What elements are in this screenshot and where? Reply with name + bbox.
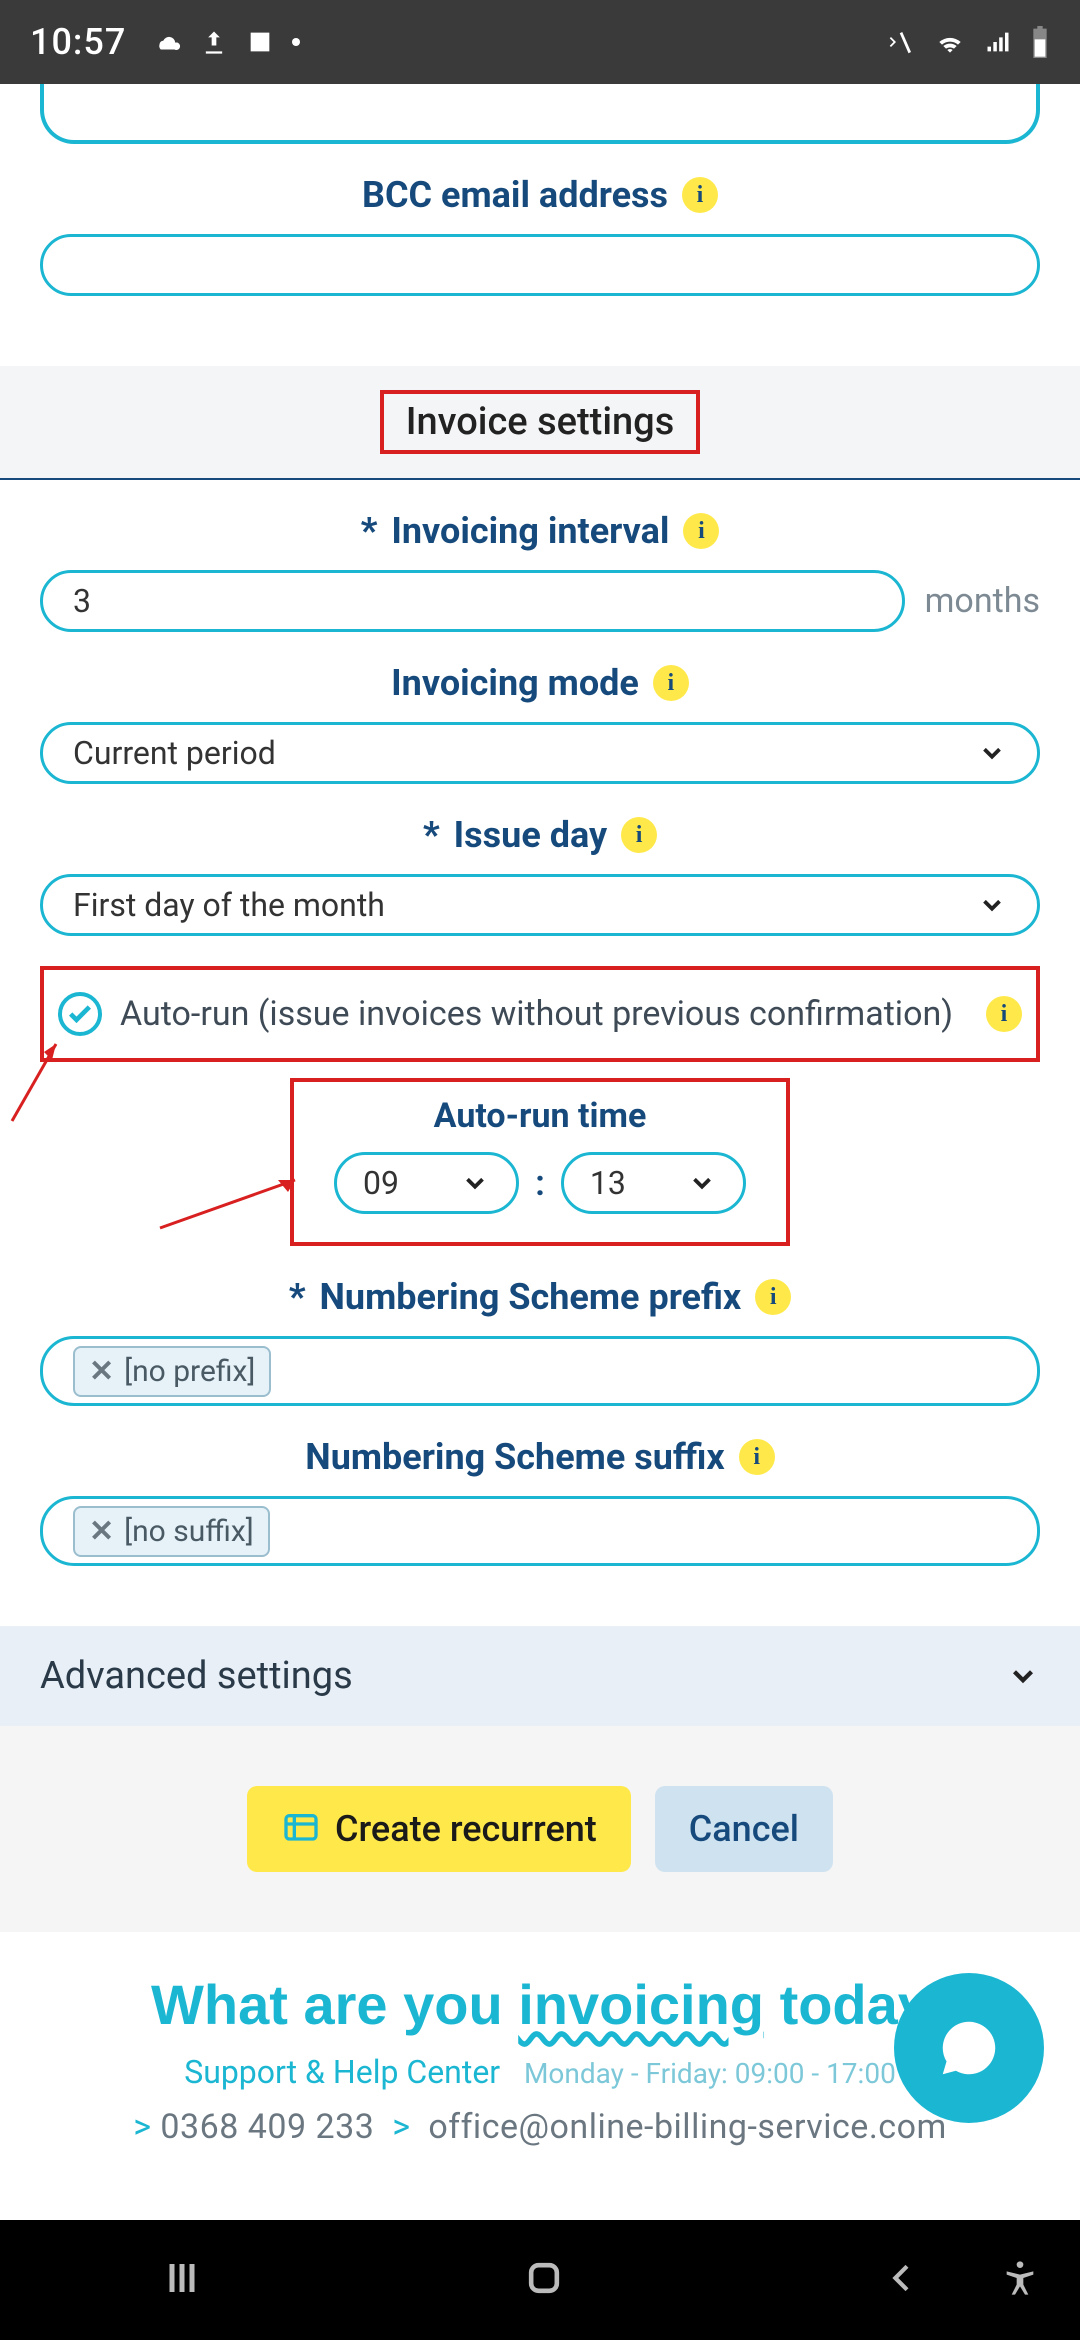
- info-icon[interactable]: i: [621, 817, 657, 853]
- wifi-icon: [934, 26, 966, 58]
- numbering-suffix-chip-text: [no suffix]: [124, 1514, 254, 1549]
- battery-icon: [1030, 26, 1050, 58]
- bcc-email-input[interactable]: [40, 234, 1040, 296]
- cancel-label: Cancel: [689, 1808, 799, 1850]
- info-icon[interactable]: i: [739, 1439, 775, 1475]
- previous-input-field[interactable]: [40, 84, 1040, 144]
- more-dot-icon: [292, 38, 300, 46]
- accessibility-button[interactable]: [1000, 2258, 1040, 2302]
- recents-button[interactable]: [158, 2254, 206, 2306]
- bcc-email-label-text: BCC email address: [362, 174, 668, 216]
- advanced-settings-label: Advanced settings: [40, 1654, 353, 1698]
- status-left-icons: [152, 27, 300, 57]
- chat-fab-button[interactable]: [894, 1973, 1044, 2123]
- invoicing-mode-select[interactable]: Current period: [40, 722, 1040, 784]
- invoicing-interval-unit: months: [925, 581, 1040, 621]
- caret-icon: >: [392, 2107, 410, 2147]
- action-row: Create recurrent Cancel: [0, 1726, 1080, 1932]
- info-icon[interactable]: i: [653, 665, 689, 701]
- footer-support-text[interactable]: Support & Help Center: [184, 2053, 500, 2091]
- numbering-prefix-input[interactable]: ✕ [no prefix]: [40, 1336, 1040, 1406]
- numbering-suffix-input[interactable]: ✕ [no suffix]: [40, 1496, 1040, 1566]
- issue-day-label: * Issue day i: [0, 784, 1080, 874]
- time-colon: :: [535, 1162, 545, 1204]
- footer-slogan-underlined: invoicing: [518, 1973, 764, 2036]
- auto-run-hour-select[interactable]: 09: [334, 1152, 519, 1214]
- chip-remove-icon[interactable]: ✕: [89, 1514, 114, 1549]
- required-marker: *: [423, 814, 440, 856]
- numbering-prefix-chip[interactable]: ✕ [no prefix]: [73, 1346, 271, 1397]
- info-icon[interactable]: i: [755, 1279, 791, 1315]
- advanced-settings-toggle[interactable]: Advanced settings: [0, 1626, 1080, 1726]
- info-icon[interactable]: i: [682, 177, 718, 213]
- numbering-suffix-label-text: Numbering Scheme suffix: [305, 1436, 724, 1478]
- weather-icon: [152, 27, 182, 57]
- auto-run-highlight-box: Auto-run (issue invoices without previou…: [40, 966, 1040, 1062]
- auto-run-minute-value: 13: [590, 1164, 626, 1202]
- info-icon[interactable]: i: [986, 996, 1022, 1032]
- auto-run-checkbox[interactable]: [58, 992, 102, 1036]
- auto-run-time-label: Auto-run time: [334, 1096, 746, 1136]
- numbering-suffix-label: Numbering Scheme suffix i: [0, 1406, 1080, 1496]
- chat-icon: [934, 2013, 1004, 2083]
- invoicing-mode-label: Invoicing mode i: [0, 632, 1080, 722]
- invoice-settings-header: Invoice settings: [0, 366, 1080, 480]
- android-status-bar: 10:57: [0, 0, 1080, 84]
- auto-run-minute-select[interactable]: 13: [561, 1152, 746, 1214]
- status-time: 10:57: [30, 21, 126, 63]
- numbering-prefix-label-text: Numbering Scheme prefix: [320, 1276, 742, 1318]
- status-right-icons: [886, 26, 1050, 58]
- caret-icon: >: [133, 2107, 151, 2147]
- footer-hours: Monday - Friday: 09:00 - 17:00: [524, 2057, 896, 2090]
- footer: What are you invoicing today Support & H…: [0, 1932, 1080, 2147]
- upload-icon: [200, 28, 228, 56]
- invoicing-interval-label-text: Invoicing interval: [391, 510, 669, 552]
- auto-run-hour-value: 09: [363, 1164, 399, 1202]
- checkmark-icon: [66, 1000, 94, 1028]
- back-button[interactable]: [882, 2258, 922, 2302]
- chevron-down-icon: [1006, 1659, 1040, 1693]
- home-button[interactable]: [522, 2256, 566, 2304]
- invoicing-interval-label: * Invoicing interval i: [0, 480, 1080, 570]
- chevron-down-icon: [977, 738, 1007, 768]
- cancel-button[interactable]: Cancel: [655, 1786, 833, 1872]
- footer-email[interactable]: office@online-billing-service.com: [428, 2107, 946, 2147]
- auto-run-time-highlight-box: Auto-run time 09 : 13: [290, 1078, 790, 1246]
- chevron-down-icon: [460, 1168, 490, 1198]
- android-nav-bar: [0, 2220, 1080, 2340]
- chevron-down-icon: [977, 890, 1007, 920]
- numbering-prefix-label: * Numbering Scheme prefix i: [0, 1246, 1080, 1336]
- invoice-icon: [281, 1809, 321, 1849]
- issue-day-label-text: Issue day: [454, 814, 607, 856]
- footer-contacts: > 0368 409 233 > office@online-billing-s…: [20, 2107, 1060, 2147]
- invoicing-mode-label-text: Invoicing mode: [391, 662, 639, 704]
- issue-day-value: First day of the month: [73, 886, 385, 924]
- auto-run-label: Auto-run (issue invoices without previou…: [120, 994, 968, 1034]
- chip-remove-icon[interactable]: ✕: [89, 1354, 114, 1389]
- required-marker: *: [361, 510, 378, 552]
- invoicing-mode-value: Current period: [73, 734, 276, 772]
- page-content: BCC email address i Invoice settings * I…: [0, 84, 1080, 2220]
- invoicing-interval-input[interactable]: 3: [40, 570, 905, 632]
- chevron-down-icon: [687, 1168, 717, 1198]
- bcc-email-label: BCC email address i: [0, 144, 1080, 234]
- numbering-prefix-chip-text: [no prefix]: [124, 1354, 255, 1389]
- signal-icon: [984, 28, 1012, 56]
- invoicing-interval-value: 3: [73, 582, 91, 620]
- invoice-settings-title: Invoice settings: [380, 390, 701, 454]
- image-icon: [246, 28, 274, 56]
- numbering-suffix-chip[interactable]: ✕ [no suffix]: [73, 1506, 270, 1557]
- create-recurrent-label: Create recurrent: [335, 1808, 597, 1850]
- required-marker: *: [289, 1276, 306, 1318]
- footer-phone[interactable]: 0368 409 233: [160, 2107, 374, 2147]
- vibrate-icon: [886, 27, 916, 57]
- footer-slogan-prefix: What are you: [151, 1973, 518, 2036]
- create-recurrent-button[interactable]: Create recurrent: [247, 1786, 631, 1872]
- info-icon[interactable]: i: [683, 513, 719, 549]
- issue-day-select[interactable]: First day of the month: [40, 874, 1040, 936]
